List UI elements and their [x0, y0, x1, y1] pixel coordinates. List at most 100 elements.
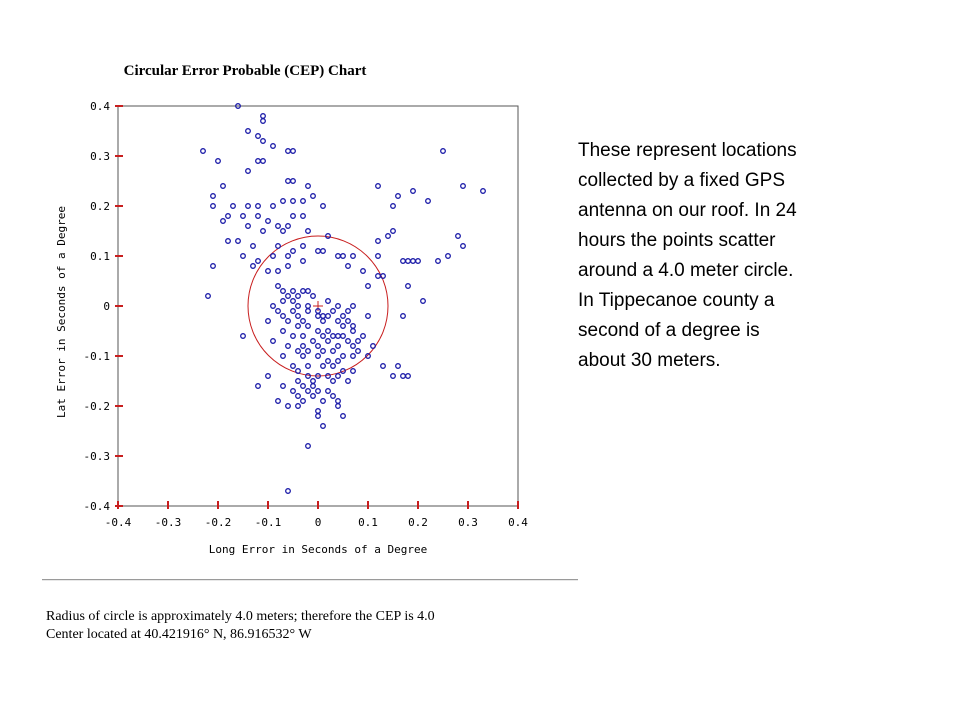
data-point: [265, 268, 271, 274]
data-point: [340, 368, 346, 374]
y-axis-label: Lat Error in Seconds of a Degree: [55, 206, 68, 418]
data-point: [320, 423, 326, 429]
data-point: [270, 338, 276, 344]
data-point: [285, 253, 291, 259]
data-point: [245, 203, 251, 209]
data-point: [405, 283, 411, 289]
data-point: [275, 243, 281, 249]
data-point: [210, 203, 216, 209]
data-point: [305, 228, 311, 234]
data-point: [335, 398, 341, 404]
data-point: [315, 328, 321, 334]
data-point: [350, 303, 356, 309]
data-point: [255, 213, 261, 219]
data-point: [255, 133, 261, 139]
data-point: [335, 333, 341, 339]
data-point: [295, 303, 301, 309]
data-point: [330, 333, 336, 339]
data-point: [320, 248, 326, 254]
data-point: [325, 313, 331, 319]
data-point: [395, 193, 401, 199]
data-point: [315, 353, 321, 359]
data-point: [210, 193, 216, 199]
data-point: [240, 253, 246, 259]
data-point: [300, 383, 306, 389]
data-point: [300, 288, 306, 294]
data-point: [410, 188, 416, 194]
y-tick-label: 0: [103, 300, 110, 313]
data-point: [295, 323, 301, 329]
explanation-line: These represent locations: [578, 140, 797, 161]
data-point: [290, 213, 296, 219]
data-point: [460, 243, 466, 249]
data-point: [260, 228, 266, 234]
cep-chart-panel: Circular Error Probable (CEP) Chart 0.4 0…: [38, 46, 578, 659]
data-point: [310, 378, 316, 384]
explanation-line: collected by a fixed GPS: [578, 170, 785, 191]
data-point: [305, 443, 311, 449]
data-point: [405, 373, 411, 379]
data-point: [365, 283, 371, 289]
data-point: [275, 268, 281, 274]
data-point: [310, 293, 316, 299]
data-point: [280, 383, 286, 389]
data-point: [335, 373, 341, 379]
cep-circle: [247, 235, 389, 377]
data-point: [285, 263, 291, 269]
data-point: [380, 363, 386, 369]
data-point: [290, 198, 296, 204]
data-point: [200, 148, 206, 154]
data-point: [415, 258, 421, 264]
data-point: [255, 203, 261, 209]
data-point: [290, 298, 296, 304]
data-point: [330, 348, 336, 354]
data-point: [225, 213, 231, 219]
data-point: [345, 308, 351, 314]
data-point: [300, 398, 306, 404]
data-point: [295, 293, 301, 299]
x-tick-label: 0.4: [508, 516, 528, 529]
data-point: [215, 158, 221, 164]
data-point: [345, 318, 351, 324]
data-point: [305, 388, 311, 394]
data-point: [285, 403, 291, 409]
y-tick-label: 0.1: [90, 250, 110, 263]
data-point: [295, 313, 301, 319]
data-point: [340, 333, 346, 339]
y-tick-label: -0.4: [84, 500, 111, 513]
data-point: [445, 253, 451, 259]
data-point: [350, 253, 356, 259]
cep-scatter-chart: 0.4 0.3 0.2 0.1 0 -0.1 -0.2 -0.3 -0.4 -0.4 -0.3 -0.…: [55, 100, 528, 556]
data-point: [260, 118, 266, 124]
y-tick-label: 0.3: [90, 150, 110, 163]
explanation-line: second of a degree is: [578, 320, 760, 341]
data-point: [280, 228, 286, 234]
data-point: [310, 383, 316, 389]
data-point: [380, 273, 386, 279]
data-point: [425, 198, 431, 204]
data-point: [410, 258, 416, 264]
data-point: [405, 258, 411, 264]
data-point: [265, 318, 271, 324]
x-tick-label: -0.3: [155, 516, 182, 529]
data-point: [325, 373, 331, 379]
data-point: [305, 308, 311, 314]
data-point: [290, 363, 296, 369]
data-point: [335, 403, 341, 409]
data-point: [375, 183, 381, 189]
data-point: [205, 293, 211, 299]
data-point: [295, 393, 301, 399]
data-point: [305, 323, 311, 329]
data-point: [460, 183, 466, 189]
data-point: [310, 393, 316, 399]
x-tick-label: 0: [315, 516, 322, 529]
y-tick-label: -0.3: [84, 450, 111, 463]
explanation-line: about 30 meters.: [578, 350, 721, 371]
data-point: [340, 353, 346, 359]
data-point: [330, 378, 336, 384]
data-point: [295, 378, 301, 384]
data-point: [280, 198, 286, 204]
data-point: [275, 398, 281, 404]
data-point: [285, 178, 291, 184]
